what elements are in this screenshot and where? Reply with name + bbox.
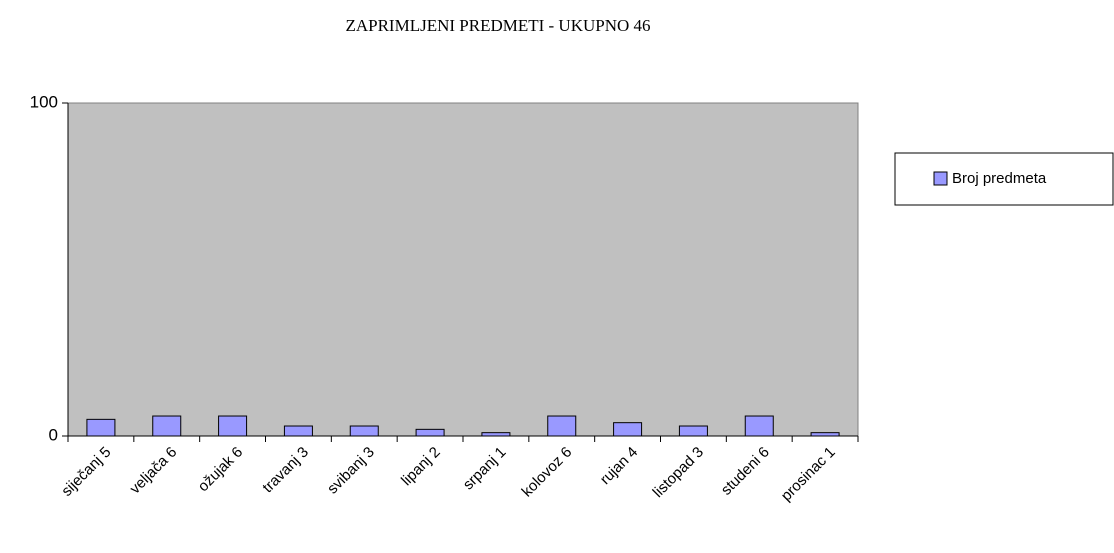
x-tick-label: veljača 6 [127,444,181,498]
chart-title: ZAPRIMLJENI PREDMETI - UKUPNO 46 [345,16,650,35]
bar [481,432,511,437]
x-tick-label: siječanj 5 [58,444,114,500]
bar [415,428,445,437]
x-tick-label: rujan 4 [597,444,641,488]
legend-box [894,152,1114,206]
x-tick-label: kolovoz 6 [519,444,576,501]
bar [547,415,577,437]
bar [744,415,774,437]
x-tick-label: studeni 6 [718,444,773,499]
bar [613,422,643,437]
bar [810,432,840,437]
bar [152,415,182,437]
y-tick-label: 100 [30,92,58,111]
y-tick-label: 0 [49,425,58,444]
x-tick-label: srpanj 1 [460,444,510,494]
bar [86,418,116,437]
x-tick-label: svibanj 3 [324,444,378,498]
bar [218,415,248,437]
legend-swatch [933,171,948,186]
x-tick-label: prosinac 1 [778,444,839,505]
x-tick-label: listopad 3 [650,444,707,501]
plot-area [67,102,859,437]
x-tick-label: travanj 3 [259,444,312,497]
bar [349,425,379,437]
legend-label: Broj predmeta [952,170,1047,187]
x-tick-label: lipanj 2 [398,444,444,490]
x-tick-label: ožujak 6 [195,444,247,496]
bar [283,425,313,437]
bar [678,425,708,437]
